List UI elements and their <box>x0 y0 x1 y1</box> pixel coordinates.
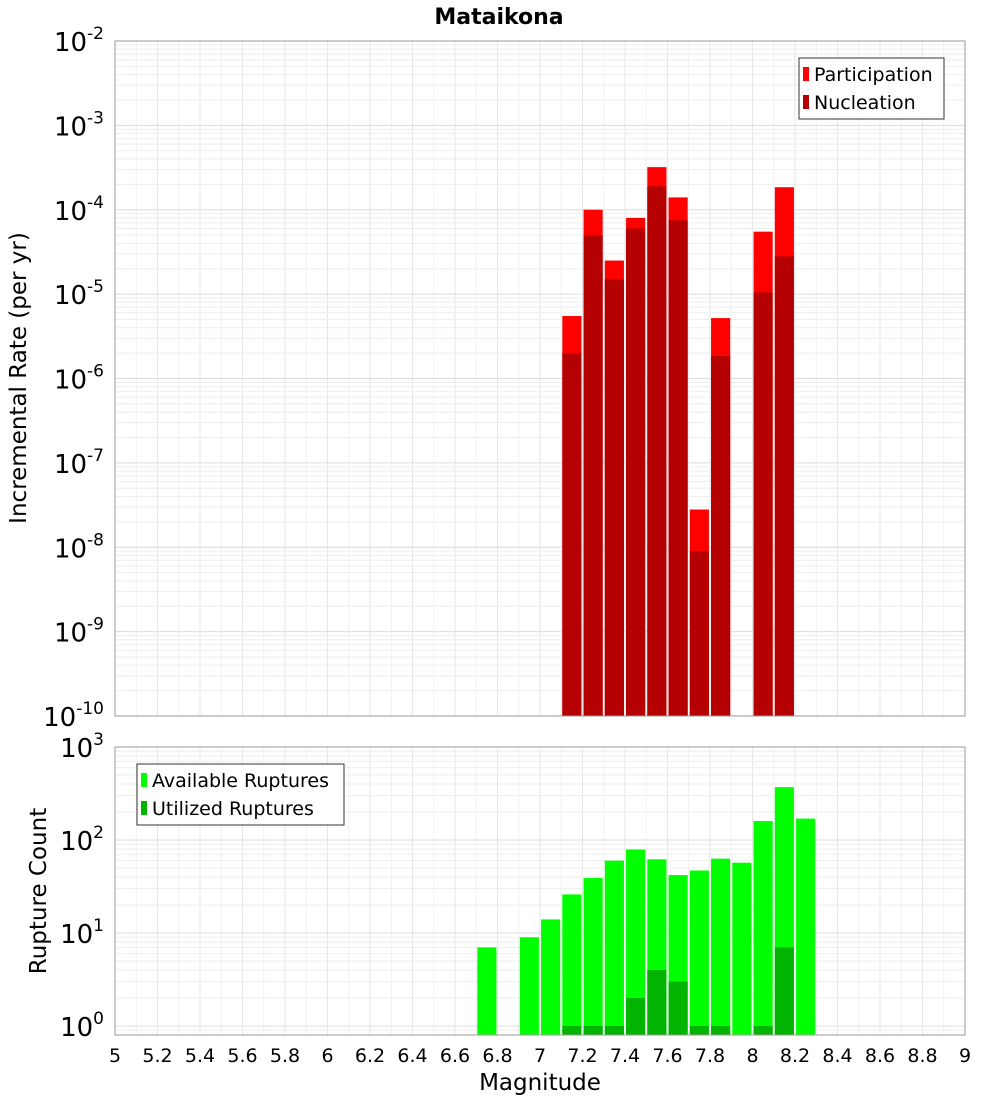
bottom-y-axis-label: Rupture Count <box>26 808 52 974</box>
x-tick-label: 8.2 <box>780 1045 810 1067</box>
utilized-ruptures-bar <box>711 1025 731 1035</box>
x-tick-label: 5.6 <box>227 1045 257 1067</box>
top-y-tick-label: 10-6 <box>54 362 104 396</box>
top-y-tick-label: 10-9 <box>54 615 104 649</box>
top-plot-frame <box>114 40 966 717</box>
available-ruptures-bar <box>604 860 624 1035</box>
top-y-tick-label: 10-2 <box>54 24 104 58</box>
utilized-ruptures-legend-swatch <box>141 801 147 815</box>
top-y-tick-label: 10-8 <box>54 530 104 564</box>
nucleation-bar <box>626 228 646 716</box>
bottom-y-tick-label: 102 <box>60 823 104 857</box>
utilized-ruptures-bar <box>774 947 794 1035</box>
top-y-tick-label: 10-4 <box>54 193 104 227</box>
utilized-ruptures-bar <box>604 1025 624 1035</box>
nucleation-bar <box>668 220 688 717</box>
x-tick-label: 6.4 <box>397 1045 427 1067</box>
nucleation-legend-swatch <box>803 95 809 109</box>
x-tick-label: 7.4 <box>610 1045 640 1067</box>
x-tick-label: 5.2 <box>142 1045 172 1067</box>
bottom-plot-frame <box>114 746 966 1036</box>
x-tick-label: 5.4 <box>185 1045 215 1067</box>
x-axis-label: Magnitude <box>479 1070 601 1096</box>
available-ruptures-bar <box>519 937 539 1035</box>
participation-legend-swatch <box>803 67 809 81</box>
available-ruptures-bar <box>583 878 603 1035</box>
top-y-tick-label: 10-7 <box>54 446 104 480</box>
utilized-ruptures-bar <box>647 969 667 1035</box>
top-y-tick-label: 10-3 <box>54 108 104 142</box>
utilized-ruptures-bar <box>753 1025 773 1035</box>
x-tick-label: 6.8 <box>482 1045 512 1067</box>
bottom-legend-box <box>136 763 345 826</box>
x-tick-label: 5 <box>109 1045 121 1067</box>
available-ruptures-bar <box>477 947 497 1035</box>
x-tick-label: 8.4 <box>822 1045 852 1067</box>
top-legend-box <box>798 57 945 120</box>
participation-legend-label: Participation <box>814 64 933 86</box>
nucleation-legend-label: Nucleation <box>814 92 916 114</box>
x-tick-label: 6.2 <box>355 1045 385 1067</box>
available-ruptures-bar <box>753 821 773 1035</box>
nucleation-bar <box>604 279 624 716</box>
utilized-ruptures-legend-label: Utilized Ruptures <box>152 798 314 820</box>
top-y-axis-label: Incremental Rate (per yr) <box>6 232 32 524</box>
x-tick-label: 5.8 <box>270 1045 300 1067</box>
x-tick-label: 6 <box>321 1045 333 1067</box>
nucleation-bar <box>689 551 709 716</box>
available-ruptures-legend-label: Available Ruptures <box>152 770 329 792</box>
available-ruptures-bar <box>541 919 561 1035</box>
bottom-y-tick-label: 100 <box>60 1009 104 1043</box>
nucleation-bar <box>647 186 667 716</box>
top-legend: Participation Nucleation <box>798 57 945 120</box>
x-tick-label: 7.6 <box>652 1045 682 1067</box>
x-tick-label: 8 <box>746 1045 758 1067</box>
nucleation-bar <box>753 292 773 716</box>
x-tick-label: 6.6 <box>440 1045 470 1067</box>
available-ruptures-legend-swatch <box>141 773 147 787</box>
available-ruptures-bar <box>626 849 646 1035</box>
x-tick-label: 8.8 <box>907 1045 937 1067</box>
top-panel: 10-10 10-9 10-8 10-7 10-6 10-5 10-4 10-3 10-2 Par… <box>43 24 966 733</box>
utilized-ruptures-bar <box>583 1025 603 1035</box>
utilized-ruptures-bar <box>626 997 646 1035</box>
available-ruptures-bar <box>689 870 709 1035</box>
nucleation-bar <box>774 256 794 716</box>
available-ruptures-bar <box>732 862 752 1035</box>
nucleation-bar <box>711 355 731 716</box>
x-tick-label: 7.2 <box>567 1045 597 1067</box>
bottom-y-tick-label: 103 <box>60 730 104 764</box>
x-tick-label: 7.8 <box>695 1045 725 1067</box>
available-ruptures-bar <box>562 894 582 1035</box>
x-tick-label: 9 <box>959 1045 971 1067</box>
x-tick-label: 8.6 <box>865 1045 895 1067</box>
top-y-tick-label: 10-10 <box>43 699 104 733</box>
bottom-legend: Available Ruptures Utilized Ruptures <box>136 763 345 826</box>
utilized-ruptures-bar <box>668 981 688 1035</box>
bottom-y-tick-label: 101 <box>60 916 104 950</box>
available-ruptures-bar <box>796 818 816 1035</box>
top-y-tick-label: 10-5 <box>54 277 104 311</box>
x-tick-label: 7 <box>534 1045 546 1067</box>
utilized-ruptures-bar <box>562 1025 582 1035</box>
nucleation-bar <box>583 235 603 716</box>
available-ruptures-bar <box>711 858 731 1035</box>
chart-title: Mataikona <box>434 5 563 30</box>
nucleation-bar <box>562 353 582 716</box>
utilized-ruptures-bar <box>689 1025 709 1035</box>
